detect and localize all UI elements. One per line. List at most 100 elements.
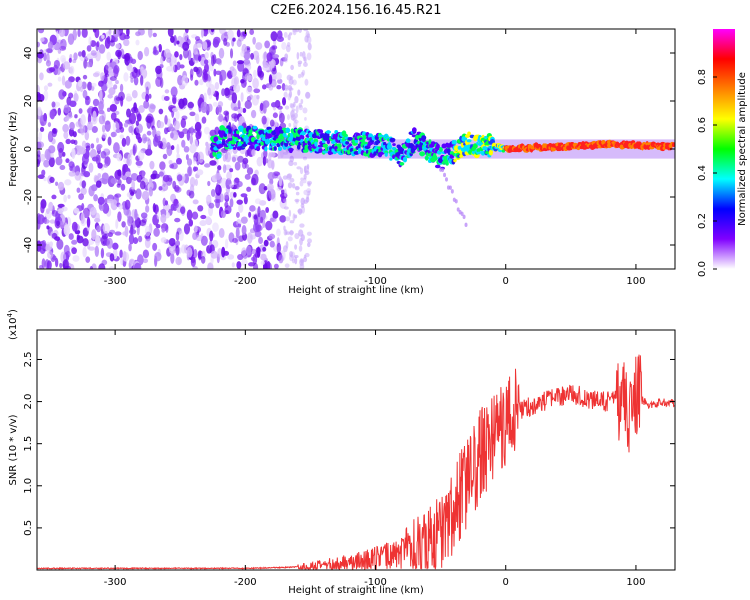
noise-cell [47, 122, 52, 128]
x-tick-label: 0 [503, 276, 509, 287]
noise-cell [287, 93, 291, 101]
signal-cell [232, 146, 237, 150]
signal-cell [556, 146, 563, 152]
noise-cell [106, 81, 113, 89]
noise-cell [209, 230, 214, 242]
noise-cell [305, 91, 311, 99]
signal-cell [434, 164, 441, 169]
signal-cell [392, 143, 396, 147]
noise-cell [157, 121, 165, 129]
noise-cell [215, 199, 220, 209]
noise-cell [242, 31, 247, 37]
signal-cell [213, 136, 219, 143]
noise-cell [241, 247, 247, 257]
signal-cell [453, 158, 457, 163]
noise-cell [192, 157, 197, 162]
noise-cell [136, 113, 142, 122]
colorbar-ticks: 0.0 0.2 0.4 0.6 0.8 [697, 69, 717, 277]
noise-cell [128, 125, 134, 134]
noise-cell [73, 139, 78, 146]
noise-cell [214, 172, 222, 181]
noise-cell [212, 38, 220, 48]
noise-cell [131, 90, 138, 99]
noise-cell [152, 32, 157, 38]
noise-cell [89, 265, 93, 269]
noise-cell [294, 232, 300, 240]
noise-cell [170, 132, 174, 139]
noise-cell [190, 125, 194, 136]
noise-cell [236, 199, 244, 205]
snr-frame [36, 329, 676, 571]
noise-cell [233, 191, 237, 198]
signal-cell [318, 148, 323, 153]
noise-cell [168, 126, 175, 132]
noise-cell [105, 73, 109, 78]
snr-panel: -300 -200 -100 0 100 0.5 1.0 1.5 2.0 2.5 Height … [6, 309, 676, 596]
noise-cell [189, 111, 196, 117]
noise-cell [261, 115, 267, 125]
noise-cell [163, 127, 169, 135]
noise-cell [260, 253, 267, 261]
signal-cell [424, 155, 429, 161]
noise-cell [251, 149, 256, 157]
noise-cell [56, 67, 61, 76]
noise-cell [96, 225, 102, 233]
colorbar-tick-label: 0.2 [697, 213, 708, 229]
noise-cell [107, 66, 113, 74]
noise-cell [300, 177, 304, 181]
noise-cell [195, 131, 202, 140]
noise-cell [265, 220, 273, 231]
noise-cell [104, 198, 108, 205]
noise-cell [255, 55, 260, 65]
noise-cell [240, 50, 245, 57]
noise-cell [71, 239, 78, 245]
noise-cell [238, 203, 244, 213]
signal-cell [299, 134, 305, 141]
noise-cell [299, 237, 303, 246]
noise-cell [284, 57, 288, 63]
noise-cell [269, 217, 277, 223]
noise-cell [266, 183, 274, 192]
noise-cell [288, 160, 294, 167]
noise-cell [92, 72, 100, 78]
noise-cell [149, 116, 155, 129]
noise-cell [78, 193, 85, 200]
spectrum-y-label: Frequency (Hz) [8, 111, 19, 187]
noise-cell [40, 37, 45, 42]
noise-cell [236, 29, 241, 38]
signal-tail-cell [454, 199, 458, 204]
noise-cell [272, 171, 280, 176]
signal-cell [418, 145, 423, 151]
noise-cell [280, 189, 285, 194]
noise-cell [62, 259, 69, 269]
noise-cell [281, 41, 287, 50]
noise-cell [200, 101, 208, 114]
signal-cell [296, 144, 301, 150]
noise-cell [290, 64, 294, 71]
noise-cell [58, 147, 64, 158]
noise-cell [306, 33, 311, 39]
signal-cell [467, 131, 471, 136]
noise-cell [94, 234, 101, 247]
noise-cell [178, 131, 185, 139]
noise-cell [297, 73, 302, 79]
noise-cell [231, 113, 239, 119]
noise-cell [55, 181, 59, 186]
noise-cell [129, 67, 134, 73]
noise-cell [268, 233, 276, 240]
noise-cell [269, 119, 275, 127]
noise-cell [146, 130, 152, 136]
noise-cell [258, 183, 266, 195]
noise-cell [303, 173, 307, 180]
noise-cell [285, 240, 289, 249]
noise-cell [303, 29, 309, 32]
noise-cell [219, 193, 224, 203]
noise-cell [278, 112, 285, 124]
signal-cell [362, 134, 367, 140]
noise-cell [174, 203, 179, 209]
noise-cell [233, 177, 240, 186]
noise-cell [58, 29, 66, 38]
signal-tail-cell [464, 222, 468, 228]
noise-cell [91, 156, 99, 162]
snr-y-label: SNR (10 * v/v) [8, 414, 19, 485]
